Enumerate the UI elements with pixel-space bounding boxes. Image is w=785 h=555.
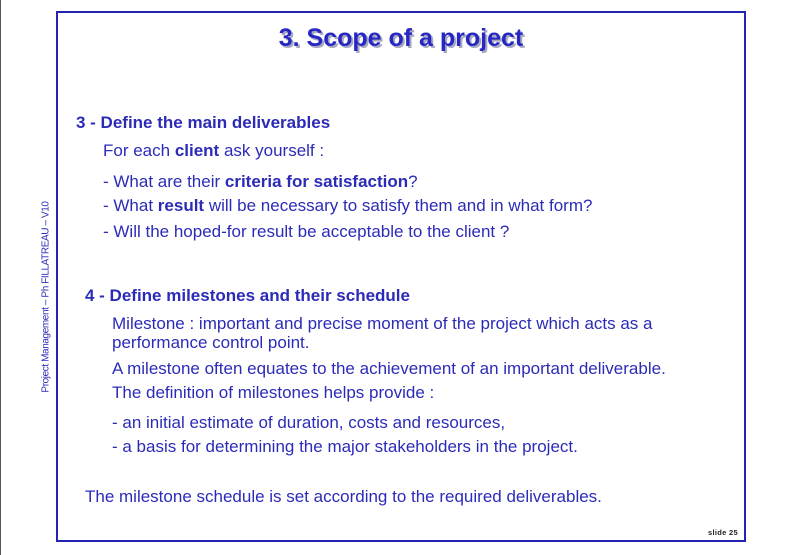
left-edge-line xyxy=(0,0,1,555)
section4-helps: The definition of milestones helps provi… xyxy=(112,383,435,402)
section3-intro-bold: client xyxy=(174,141,220,160)
section3-intro: For each client ask yourself : xyxy=(103,141,324,161)
section3-intro-post: ask yourself : xyxy=(219,141,325,160)
section3-bullet: - Will the hoped-for result be acceptabl… xyxy=(103,222,509,242)
section3-heading: 3 - Define the main deliverables xyxy=(76,113,331,132)
side-footer-label: Project Management – Ph FILLATREAU – V10 xyxy=(40,201,52,393)
bullet-pre: - Will the hoped-for result be acceptabl… xyxy=(103,222,510,241)
bullet-post: will be necessary to satisfy them and in… xyxy=(204,196,593,215)
section4-definition-line2: performance control point. xyxy=(112,333,310,352)
slide-frame xyxy=(56,11,746,542)
bullet-pre: - What xyxy=(103,196,158,215)
conclusion-text: The milestone schedule is set according … xyxy=(85,487,602,506)
slide-title: 3. Scope of a project xyxy=(278,24,524,52)
section3-intro-pre: For each xyxy=(103,141,175,160)
bullet-bold: criteria for satisfaction xyxy=(224,172,409,191)
section4-bullet: - a basis for determining the major stak… xyxy=(112,437,578,456)
bullet-post: ? xyxy=(408,172,418,191)
bullet-bold: result xyxy=(157,196,205,215)
section4-heading: 4 - Define milestones and their schedule xyxy=(85,286,410,305)
section3-bullet: - What result will be necessary to satis… xyxy=(103,196,592,216)
section4-bullet: - an initial estimate of duration, costs… xyxy=(112,413,506,432)
section3-bullet: - What are their criteria for satisfacti… xyxy=(103,172,418,192)
slide-number: slide 25 xyxy=(708,528,738,537)
bullet-pre: - What are their xyxy=(103,172,225,191)
section4-equates: A milestone often equates to the achieve… xyxy=(112,359,666,378)
section4-definition-line1: Milestone : important and precise moment… xyxy=(112,314,653,333)
